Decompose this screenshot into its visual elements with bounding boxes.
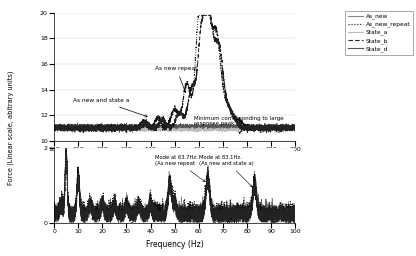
Text: Minimum corresponding to large
response peak: Minimum corresponding to large response … xyxy=(194,116,284,134)
Legend: As_new, As_new_repeat, State_a, State_b, State_d: As_new, As_new_repeat, State_a, State_b,… xyxy=(345,10,413,55)
X-axis label: Frequency (Hz): Frequency (Hz) xyxy=(146,240,203,249)
Text: As new and state a: As new and state a xyxy=(73,98,147,117)
Text: As new repeat: As new repeat xyxy=(156,66,198,93)
Text: Mode at 83.1Hz.
(As new and state a): Mode at 83.1Hz. (As new and state a) xyxy=(199,155,254,187)
Text: Mode at 63.7Hz.
(As new repeat: Mode at 63.7Hz. (As new repeat xyxy=(156,155,205,182)
Text: Force (Linear scale, abitrary units): Force (Linear scale, abitrary units) xyxy=(7,71,14,185)
